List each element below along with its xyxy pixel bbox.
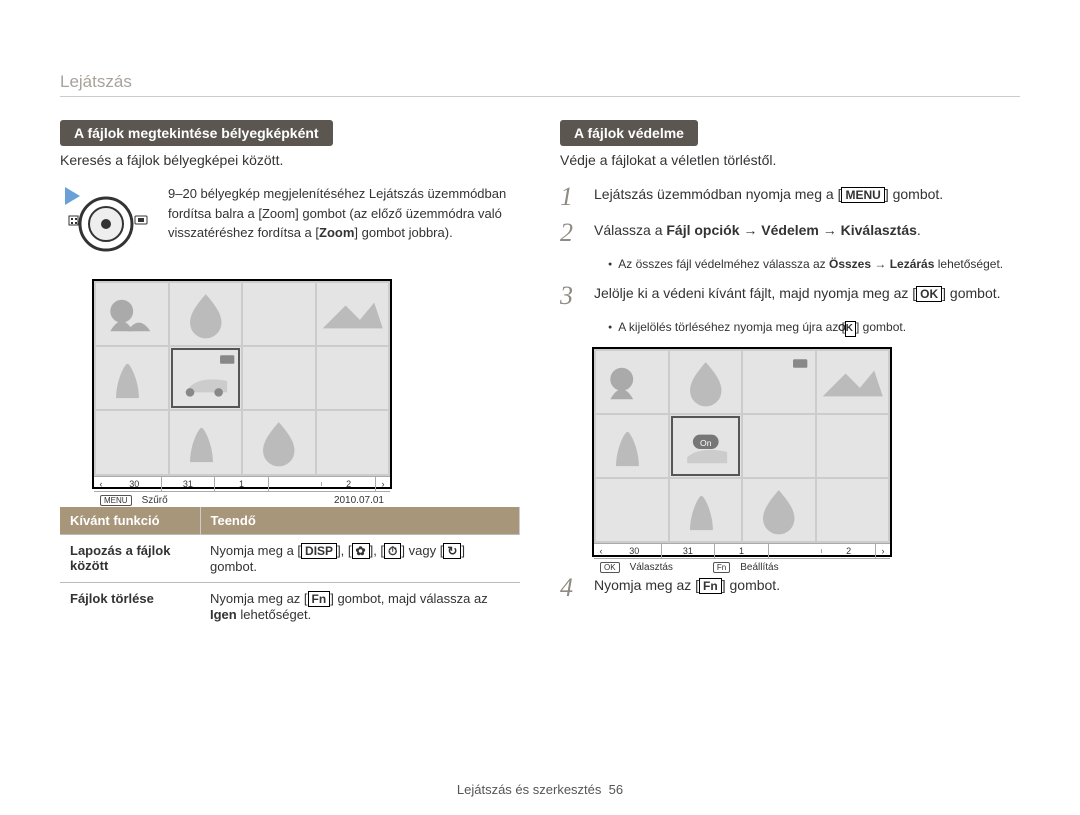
menu-key-icon: MENU (841, 187, 884, 203)
function-table: Kívánt funkció Teendő Lapozás a fájlok k… (60, 507, 520, 630)
footer-page: 56 (609, 782, 623, 797)
slider-val: 31 (162, 477, 216, 491)
thumbnail-screen-left: ‹ 30 31 1 2 › MENU Szűrő 2010.07.01 (92, 279, 392, 489)
thumb-cell (743, 415, 815, 477)
slider-val: 31 (662, 544, 716, 558)
th-teendo: Teendő (200, 507, 520, 535)
thumb-cell (817, 351, 889, 413)
date-label: 2010.07.01 (334, 495, 384, 506)
section-title-right: A fájlok védelme (560, 120, 698, 146)
ok-key-icon: OK (845, 321, 856, 337)
thumb-cell-selected: On (670, 415, 742, 477)
step2-bullet: Az összes fájl védelméhez válassza az Ös… (608, 256, 1020, 273)
thumb-cell (96, 283, 168, 345)
row1-action: Nyomja meg a [DISP], [✿], [⏱] vagy [↻] g… (200, 535, 520, 583)
step-2: 2 Válassza a Fájl opciók → Védelem → Kiv… (560, 220, 1020, 246)
section-title-left: A fájlok megtekintése bélyegképként (60, 120, 333, 146)
thumb-cell (96, 347, 168, 409)
slider-val: 2 (322, 477, 376, 491)
flash-key-icon: ⏱ (384, 543, 401, 559)
thumb-cell (317, 347, 389, 409)
macro-key-icon: ✿ (352, 543, 370, 559)
dial-text-tail: ] gombot jobbra). (354, 225, 452, 240)
thumb-cell (743, 351, 815, 413)
thumb-cell (317, 283, 389, 345)
th-funkcio: Kívánt funkció (60, 507, 200, 535)
footer-text: Lejátszás és szerkesztés (457, 782, 602, 797)
fn-key-icon: Fn (308, 591, 331, 607)
row1-label: Lapozás a fájlok között (60, 535, 200, 583)
page-footer: Lejátszás és szerkesztés 56 (0, 782, 1080, 797)
filter-label: Szűrő (142, 495, 168, 506)
thumb-cell (670, 479, 742, 541)
thumb-cell (96, 411, 168, 473)
thumb-cell (170, 283, 242, 345)
slider-val (769, 549, 823, 553)
step-number: 4 (560, 575, 582, 601)
slider-left-arrow: ‹ (594, 546, 608, 556)
step-number: 2 (560, 220, 582, 246)
row2-action: Nyomja meg az [Fn] gombot, majd válassza… (200, 583, 520, 631)
left-subhead: Keresés a fájlok bélyegképei között. (60, 152, 520, 168)
ok-chip-label: Választás (630, 562, 673, 573)
bottom-bar-right: OK Választás Fn Beállítás (594, 558, 890, 576)
slider-val: 30 (608, 544, 662, 558)
dial-text: 9–20 bélyegkép megjelenítéséhez Lejátszá… (168, 184, 520, 243)
date-slider: ‹ 30 31 1 2 › (94, 476, 390, 491)
slider-val: 30 (108, 477, 162, 491)
thumb-cell (743, 479, 815, 541)
thumb-cell (817, 479, 889, 541)
thumb-cell (317, 411, 389, 473)
slider-val: 1 (215, 477, 269, 491)
fn-key-icon: Fn (699, 578, 722, 594)
step3-bullet: A kijelölés törléséhez nyomja meg újra a… (608, 319, 1020, 337)
bottom-bar-left: MENU Szűrő 2010.07.01 (94, 491, 390, 509)
dial-row: 9–20 bélyegkép megjelenítéséhez Lejátszá… (60, 184, 520, 265)
thumb-cell (596, 415, 668, 477)
thumb-cell (817, 415, 889, 477)
menu-chip: MENU (100, 495, 132, 506)
slider-left-arrow: ‹ (94, 479, 108, 489)
left-column: A fájlok megtekintése bélyegképként Kere… (60, 70, 520, 630)
thumb-cell (243, 411, 315, 473)
thumb-cell (670, 351, 742, 413)
slider-val: 1 (715, 544, 769, 558)
slider-val: 2 (822, 544, 876, 558)
slider-right-arrow: › (876, 546, 890, 556)
thumb-cell (243, 283, 315, 345)
right-subhead: Védje a fájlokat a véletlen törléstől. (560, 152, 1020, 168)
ok-chip: OK (600, 562, 620, 573)
ok-key-icon: OK (916, 286, 942, 302)
step-number: 3 (560, 283, 582, 309)
step-number: 1 (560, 184, 582, 210)
timer-key-icon: ↻ (443, 543, 461, 559)
right-column: A fájlok védelme Védje a fájlokat a véle… (560, 70, 1020, 630)
svg-text:On: On (700, 438, 712, 448)
thumb-cell-selected (170, 347, 242, 409)
thumb-cell (596, 351, 668, 413)
page-header: Lejátszás (60, 72, 1020, 97)
disp-key-icon: DISP (301, 543, 337, 559)
thumbnail-screen-right: On ‹ 30 31 1 2 › OK Választás Fn (592, 347, 892, 557)
date-slider-right: ‹ 30 31 1 2 › (594, 543, 890, 558)
step-3: 3 Jelölje ki a védeni kívánt fájlt, majd… (560, 283, 1020, 309)
thumb-cell (170, 411, 242, 473)
slider-right-arrow: › (376, 479, 390, 489)
thumb-cell (243, 347, 315, 409)
dial-text-zoom: Zoom (319, 225, 354, 240)
step-4: 4 Nyomja meg az [Fn] gombot. (560, 575, 1020, 601)
fn-chip-label: Beállítás (740, 562, 778, 573)
slider-val (269, 482, 323, 486)
zoom-dial-icon (60, 184, 152, 265)
row2-label: Fájlok törlése (60, 583, 200, 631)
fn-chip: Fn (713, 562, 730, 573)
step-1: 1 Lejátszás üzemmódban nyomja meg a [MEN… (560, 184, 1020, 210)
thumb-cell (596, 479, 668, 541)
